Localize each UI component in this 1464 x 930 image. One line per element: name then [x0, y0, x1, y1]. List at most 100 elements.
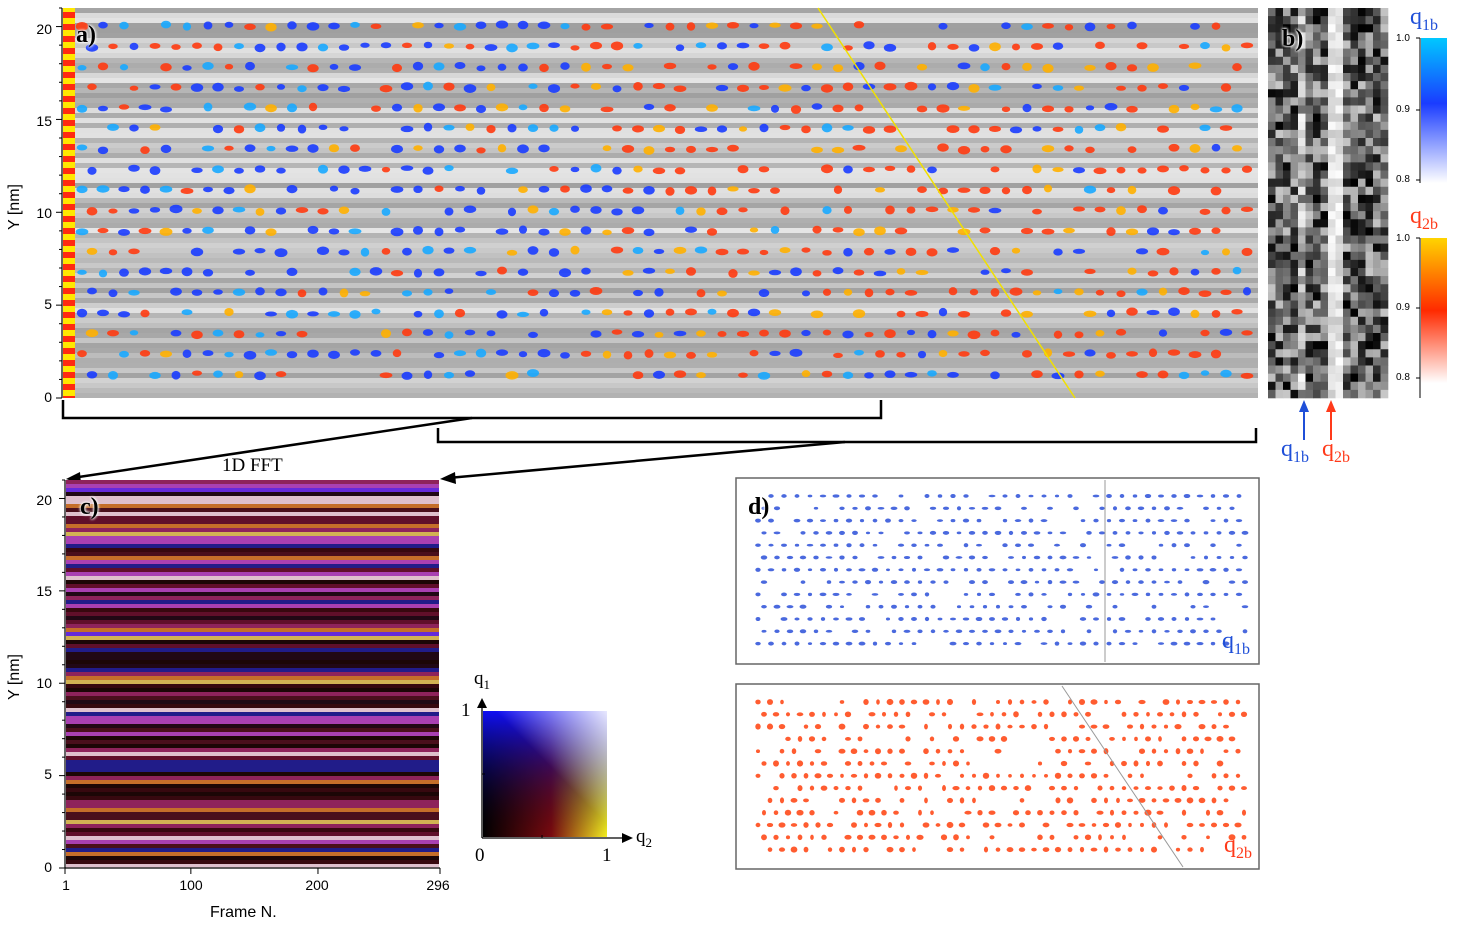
panel-b-cell: [1283, 73, 1291, 82]
red-blob: [832, 104, 844, 113]
panel-b-cell: [1365, 203, 1374, 212]
red-blob: [1168, 143, 1180, 152]
panel-b-cell: [1365, 251, 1374, 261]
panel-a-stripe: [75, 378, 1258, 383]
blue-blob: [317, 43, 329, 52]
red-blob: [685, 267, 697, 276]
panel-b-cell: [1343, 146, 1351, 155]
panel-d-red-dot: [761, 761, 767, 766]
panel-b-cell: [1290, 146, 1299, 155]
blue-blob: [77, 269, 87, 275]
panel-b-cell: [1350, 211, 1359, 220]
panel-d-red-dot: [868, 712, 876, 717]
panel-b-cell: [1365, 259, 1374, 269]
panel-b-cell: [1290, 40, 1299, 49]
panel-d-red-dot: [850, 748, 858, 755]
red-blob: [275, 371, 287, 378]
panel-b-cell: [1373, 308, 1381, 318]
red-blob: [602, 145, 612, 152]
panel-d-red-dot: [1158, 736, 1162, 742]
panel-d-blue-dot: [1008, 530, 1014, 535]
panel-b-cell: [1358, 211, 1366, 220]
panel-d-red-dot: [1060, 760, 1068, 767]
red-blob: [843, 288, 853, 296]
panel-d-blue-dot: [813, 506, 819, 510]
panel-d-blue-dot: [1111, 556, 1119, 559]
panel-b-cell: [1298, 243, 1306, 253]
panel-d-blue-dot: [846, 593, 852, 596]
panel-d-red-dot: [1049, 834, 1055, 840]
red-blob: [392, 349, 402, 358]
panel-d-red-dot: [1223, 773, 1229, 779]
panel-d-blue-dot: [833, 518, 839, 523]
panel-d-red-dot: [1163, 749, 1169, 754]
red-blob: [1116, 290, 1126, 298]
panel-d-red-dot: [995, 699, 1001, 705]
panel-d-blue-dot: [755, 567, 761, 572]
panel-b-cell: [1290, 219, 1299, 228]
blue-blob: [276, 83, 286, 90]
panel-d-blue-dot: [1158, 592, 1164, 596]
panel-d-blue-dot: [1210, 543, 1216, 548]
panel-d-blue-dot: [1079, 641, 1087, 646]
panel-b-label: b): [1282, 26, 1304, 52]
panel-b-cell: [1268, 324, 1276, 334]
panel-d-blue-dot: [1196, 617, 1204, 621]
panel-d-red-dot: [785, 736, 791, 742]
blue-blob: [443, 247, 455, 254]
panel-b-cell: [1298, 73, 1306, 82]
panel-b-cell: [1298, 89, 1306, 98]
panel-b-cell: [1343, 81, 1351, 90]
q2b-arrow-label: q2b: [1322, 436, 1350, 466]
panel-b-cell: [1290, 381, 1299, 391]
panel-d-red-dot: [917, 785, 923, 791]
blue-blob: [285, 309, 299, 319]
panel-b-cell: [1358, 284, 1366, 293]
blue-blob: [821, 43, 833, 52]
panel-d-red-dot: [755, 773, 761, 778]
red-blob: [749, 227, 759, 233]
red-blob: [623, 310, 633, 316]
panel-c-band: [66, 576, 439, 580]
panel-d-red-dot: [881, 809, 887, 816]
panel-b-cell: [1373, 365, 1381, 374]
panel-c-band: [66, 624, 439, 628]
blue-blob: [526, 42, 540, 50]
color-key: [477, 698, 633, 843]
blue-blob: [642, 267, 656, 274]
blue-blob: [832, 267, 844, 275]
blue-blob: [917, 350, 927, 359]
panel-d-red-dot: [863, 699, 869, 705]
red-blob: [465, 43, 475, 50]
blue-blob: [537, 21, 551, 29]
panel-b-cell: [1268, 284, 1276, 293]
panel-d-blue-dot: [1008, 629, 1014, 633]
panel-b-cell: [1365, 324, 1374, 334]
red-blob: [801, 247, 811, 253]
panel-d-blue-dot: [1020, 530, 1028, 535]
panel-d-red-dot: [881, 834, 887, 840]
panel-d-red-dot: [1223, 724, 1229, 729]
panel-d-blue-dot: [1222, 494, 1230, 498]
blue-blob: [1053, 288, 1063, 295]
panel-d-blue-dot: [820, 543, 826, 547]
panel-d-blue-dot: [1099, 580, 1105, 584]
red-blob: [644, 349, 654, 358]
blue-blob: [980, 63, 990, 72]
panel-b-cell: [1350, 300, 1359, 309]
panel-d-blue-dot: [839, 506, 845, 510]
panel-a-stripe: [75, 223, 1258, 228]
panel-b-cell: [1320, 73, 1329, 82]
panel-b-cell: [1380, 186, 1389, 196]
panel-d-blue-dot: [884, 641, 892, 646]
blue-blob: [190, 83, 204, 92]
panel-d-blue-dot: [982, 605, 988, 609]
panel-b-cell: [1313, 284, 1321, 293]
panel-d-blue-dot: [962, 642, 970, 646]
panel-d-red-dot: [1061, 736, 1067, 742]
panel-d-blue-dot: [1145, 518, 1151, 523]
panel-b-cell: [1335, 16, 1344, 25]
panel-d-red-dot: [1078, 699, 1086, 705]
blue-blob: [643, 103, 655, 110]
panel-b-cell: [1298, 324, 1306, 334]
